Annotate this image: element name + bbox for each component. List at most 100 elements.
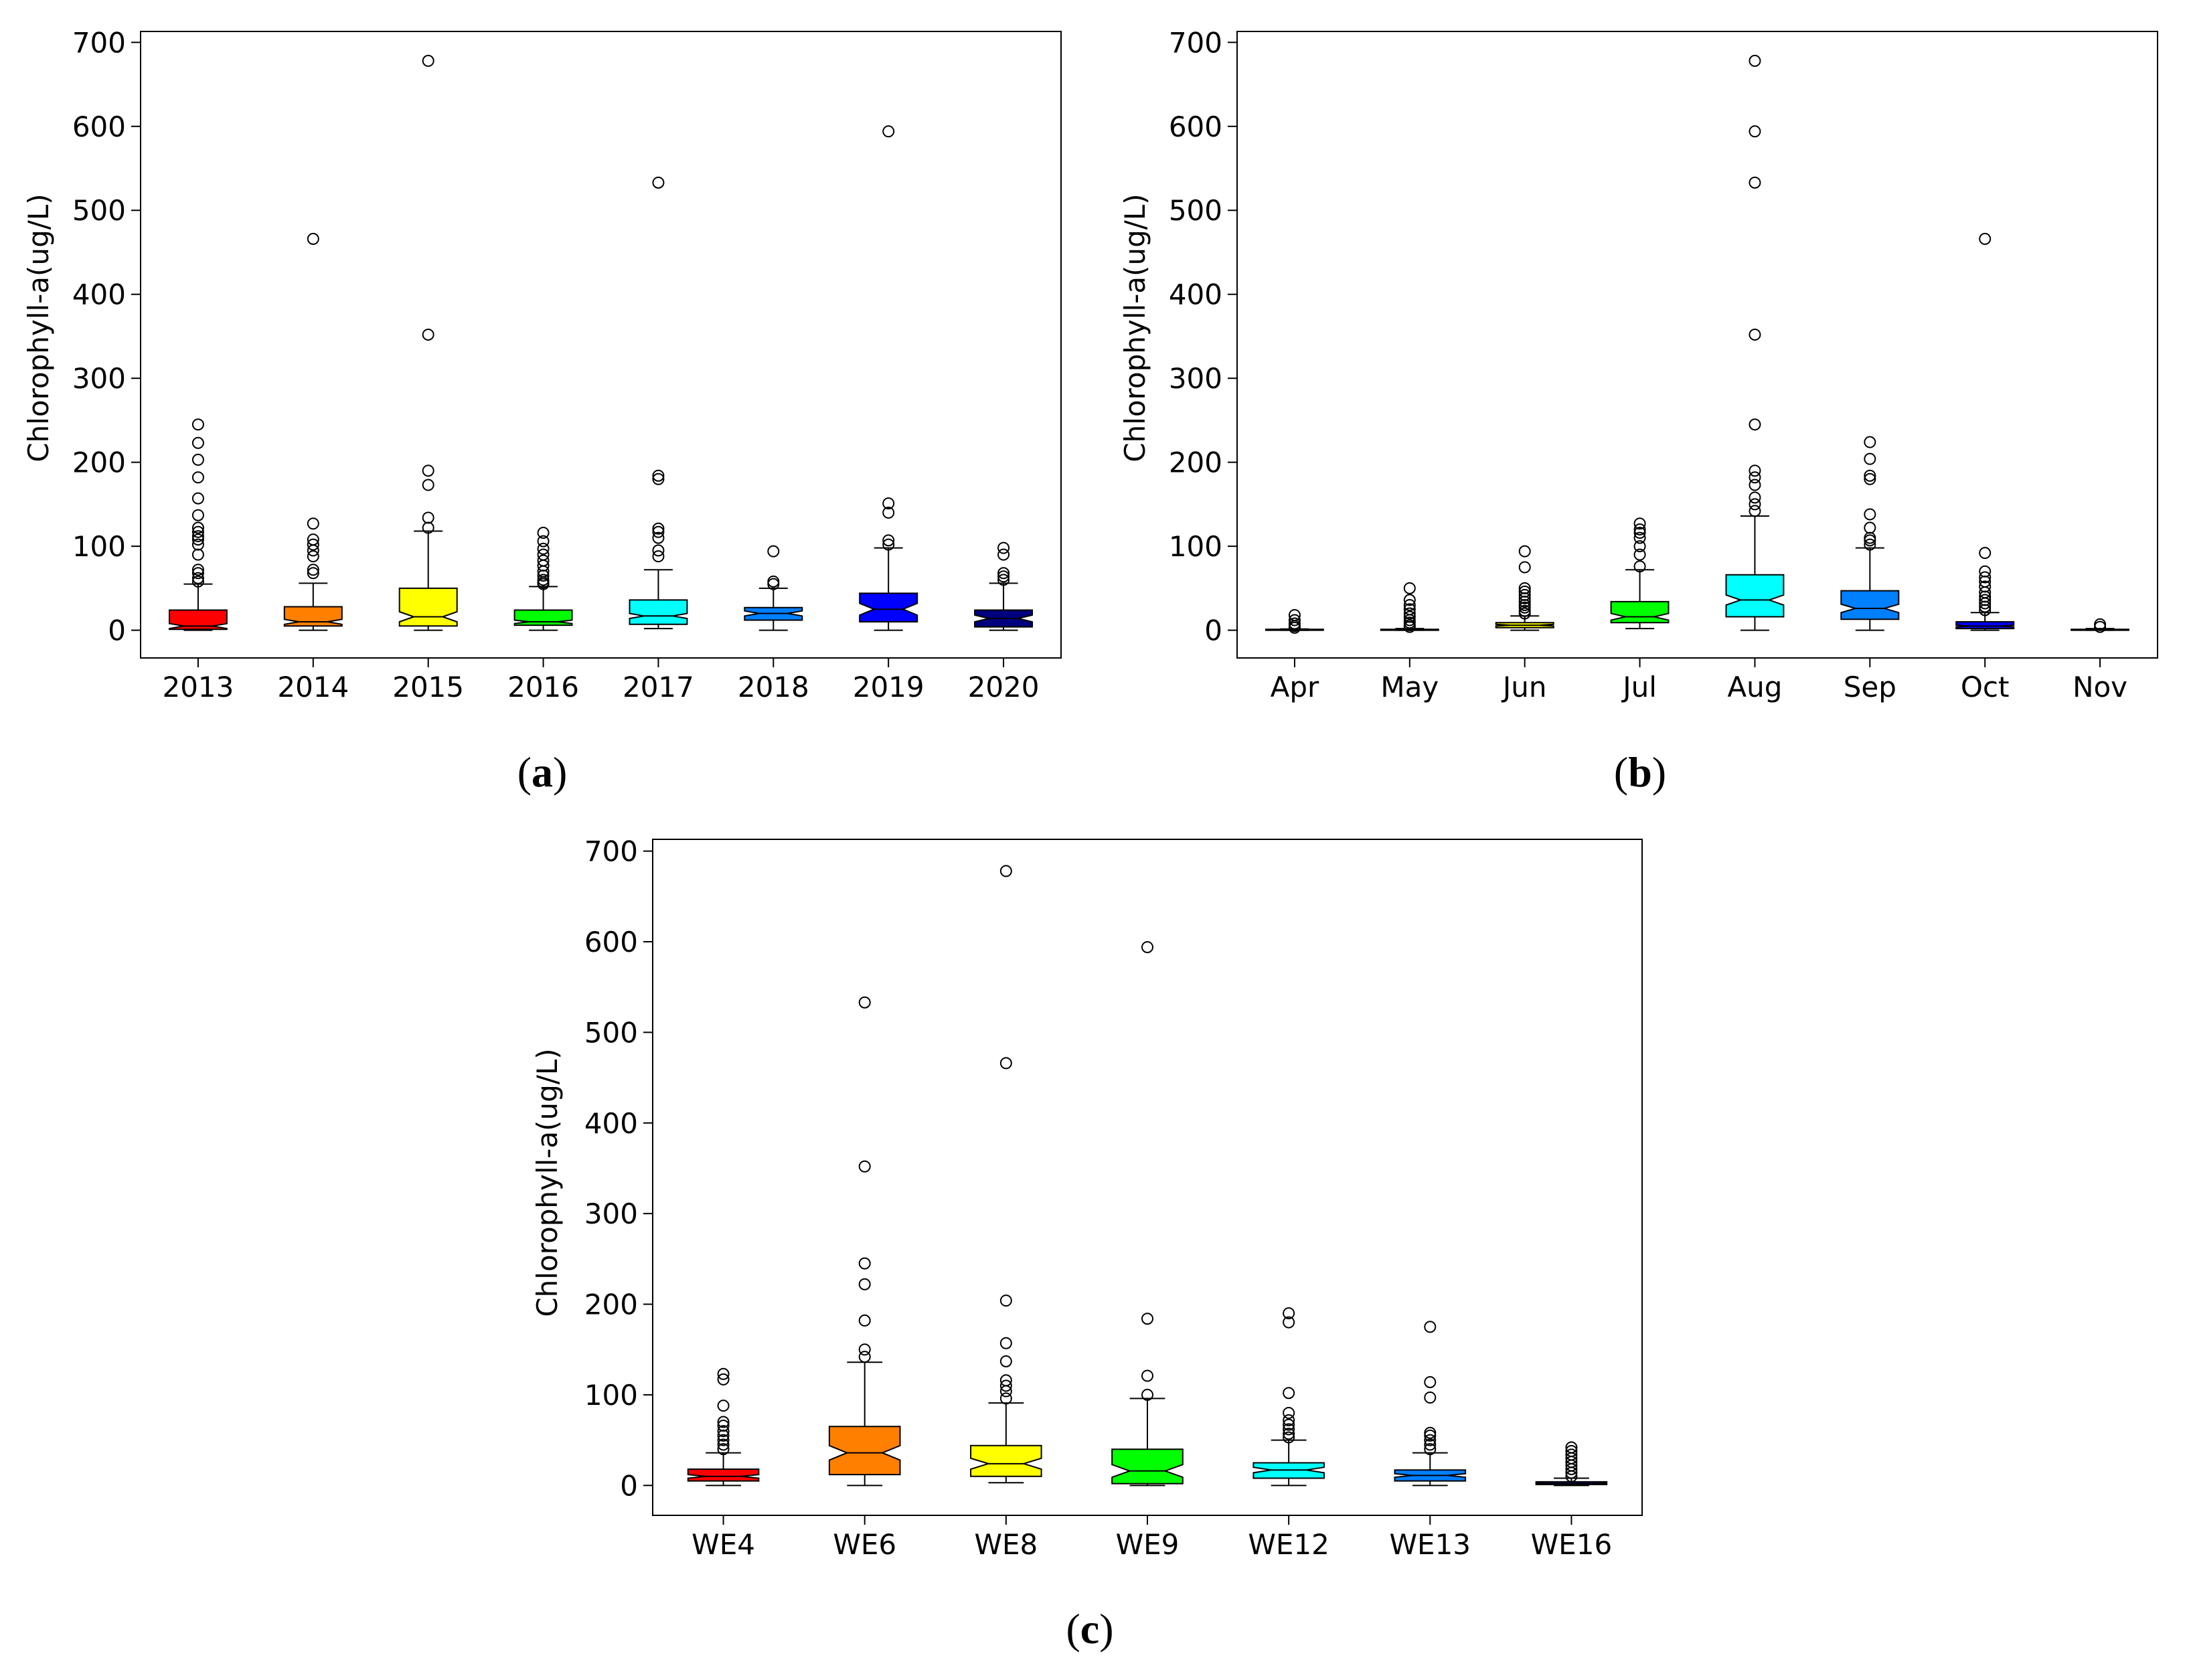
- flier-point: [191, 530, 204, 543]
- flier-point: [858, 1343, 871, 1356]
- y-tick-label: 200: [1169, 446, 1222, 479]
- flier-point: [1749, 491, 1761, 504]
- flier-point: [999, 1057, 1012, 1070]
- flier-point: [1288, 617, 1301, 630]
- panel-a-label: (a): [517, 748, 568, 796]
- x-tick-label: Sep: [1844, 671, 1896, 703]
- flier-point: [1288, 609, 1301, 622]
- box-WE9: [1111, 941, 1184, 1487]
- x-tick-label: WE12: [1248, 1528, 1329, 1561]
- panel-c-plot: 0 100 200 300 400 500 600 700 WE4 WE6 WE8 WE9 WE12 WE…: [584, 835, 1643, 1561]
- box-body: [1840, 590, 1900, 620]
- flier-point: [999, 1379, 1012, 1392]
- flier-point: [717, 1434, 730, 1446]
- box-Nov: [2071, 618, 2129, 633]
- y-tick-label: 500: [1169, 194, 1222, 227]
- flier-point: [1633, 517, 1646, 530]
- flier-point: [191, 453, 204, 466]
- flier-point: [999, 1374, 1012, 1387]
- x-tick-label: WE16: [1531, 1528, 1613, 1561]
- panel-b-plot: 0 100 200 300 400 500 600 700 Apr May Jun Jul Aug Sep…: [1169, 26, 2158, 703]
- flier-point: [717, 1367, 730, 1380]
- flier-point: [422, 479, 434, 491]
- flier-point: [1518, 585, 1531, 598]
- flier-point: [191, 572, 204, 584]
- x-tick-label: 2015: [392, 671, 464, 703]
- flier-point: [717, 1419, 730, 1432]
- flier-point: [422, 54, 434, 67]
- flier-point: [858, 1314, 871, 1327]
- flier-point: [1565, 1441, 1578, 1454]
- flier-point: [717, 1400, 730, 1412]
- flier-point: [997, 574, 1010, 586]
- y-tick-label: 100: [1169, 530, 1222, 563]
- box-body: [398, 587, 458, 627]
- flier-point: [999, 865, 1012, 877]
- flier-point: [858, 1351, 871, 1363]
- flier-point: [652, 473, 665, 485]
- y-tick-label: 0: [1204, 614, 1222, 647]
- y-tick-label: 200: [72, 446, 126, 479]
- flier-point: [1424, 1426, 1437, 1439]
- box-WE12: [1252, 1307, 1325, 1487]
- box-body: [859, 592, 918, 622]
- flier-point: [717, 1429, 730, 1442]
- flier-point: [1424, 1321, 1437, 1333]
- flier-point: [1749, 471, 1761, 484]
- box-WE16: [1535, 1441, 1608, 1487]
- flier-point: [652, 525, 665, 538]
- flier-point: [1283, 1387, 1295, 1400]
- flier-point: [1749, 505, 1761, 517]
- flier-point: [1565, 1448, 1578, 1461]
- flier-point: [1283, 1418, 1295, 1431]
- flier-point: [1424, 1434, 1437, 1446]
- x-tick-label: Oct: [1961, 671, 2010, 703]
- y-tick-label: 300: [584, 1197, 638, 1230]
- flier-point: [1283, 1316, 1295, 1329]
- flier-point: [1979, 571, 1992, 584]
- flier-point: [1403, 582, 1416, 594]
- flier-point: [537, 554, 550, 567]
- flier-point: [717, 1438, 730, 1451]
- box-Jul: [1610, 517, 1670, 630]
- box-body: [687, 1468, 760, 1482]
- flier-point: [1283, 1307, 1295, 1320]
- flier-point: [858, 1257, 871, 1270]
- y-tick-label: 600: [72, 110, 126, 143]
- flier-point: [537, 548, 550, 561]
- box-WE6: [828, 996, 901, 1487]
- flier-point: [1749, 479, 1761, 491]
- box-body: [828, 1426, 901, 1476]
- flier-point: [1403, 603, 1416, 616]
- flier-point: [1288, 614, 1301, 626]
- flier-point: [1633, 527, 1646, 539]
- y-tick-label: 300: [1169, 362, 1222, 395]
- flier-point: [1979, 547, 1992, 560]
- flier-point: [997, 570, 1010, 583]
- box-body: [1955, 621, 2015, 630]
- box-Oct: [1955, 232, 2015, 631]
- flier-point: [1864, 473, 1876, 485]
- flier-point: [767, 575, 780, 588]
- flier-point: [1749, 498, 1761, 511]
- flier-point: [1518, 582, 1531, 594]
- flier-point: [1864, 521, 1876, 534]
- flier-point: [997, 541, 1010, 554]
- y-tick-label: 0: [108, 614, 126, 647]
- flier-point: [1565, 1444, 1578, 1457]
- y-tick-label: 600: [584, 926, 638, 958]
- flier-point: [717, 1373, 730, 1385]
- x-tick-label: 2020: [968, 671, 1040, 703]
- flier-point: [1633, 531, 1646, 544]
- flier-point: [997, 548, 1010, 561]
- flier-point: [999, 1294, 1012, 1307]
- box-2017: [629, 176, 688, 630]
- flier-point: [652, 544, 665, 557]
- box-body: [513, 609, 573, 626]
- flier-point: [1864, 538, 1876, 551]
- flier-point: [191, 564, 204, 576]
- x-tick-label: WE6: [833, 1528, 896, 1561]
- flier-point: [1518, 561, 1531, 574]
- flier-point: [1979, 565, 1992, 578]
